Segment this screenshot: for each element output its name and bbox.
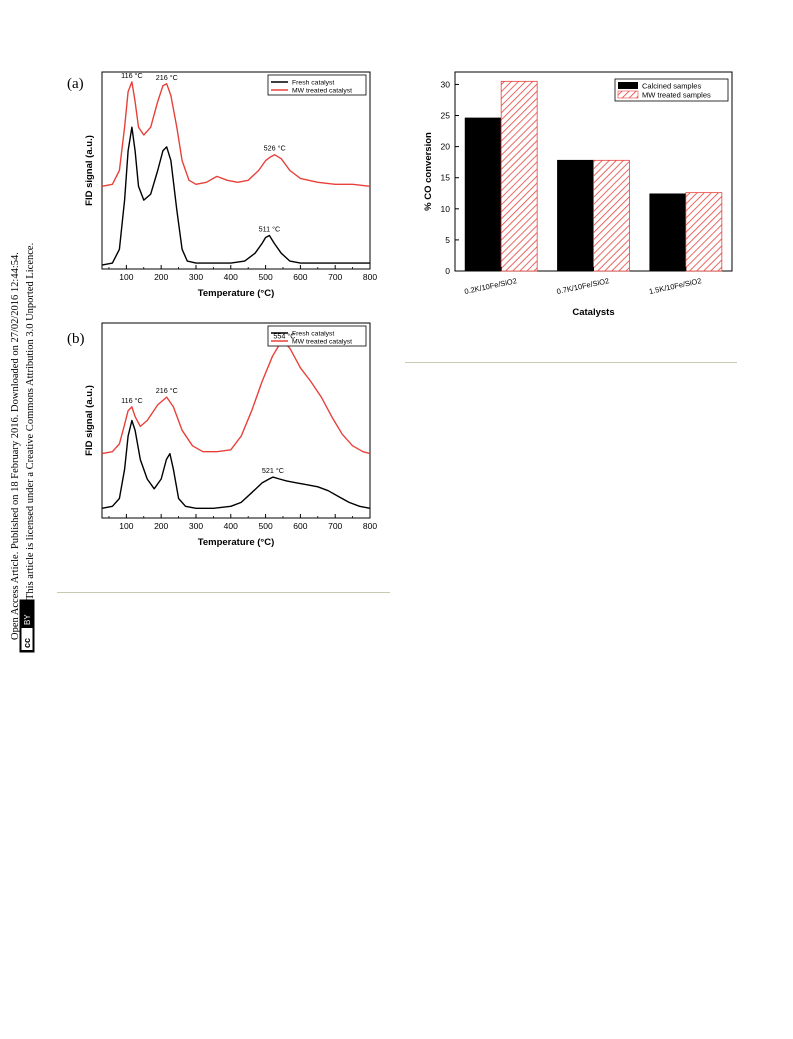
y-axis-label: FID signal (a.u.) xyxy=(84,385,95,456)
co-conversion-chart: 0 5 10 15 20 25 30 0.2K/10Fe/SiO2 0.7K/10Fe/SiO2… xyxy=(423,71,733,318)
series-line-mw xyxy=(101,341,371,455)
legend-label: MW treated catalyst xyxy=(292,88,352,95)
legend-label: Calcined samples xyxy=(642,82,701,91)
x-tick-label: 700 xyxy=(328,272,342,282)
plot-frame xyxy=(101,322,371,519)
x-tick-label: 600 xyxy=(293,521,307,531)
cc-by-badge-by: BY xyxy=(23,614,32,625)
y-tick-label: 20 xyxy=(441,142,451,152)
x-tick-label: 100 xyxy=(119,272,133,282)
x-tick-label: 600 xyxy=(293,272,307,282)
category-label: 0.7K/10Fe/SiO2 xyxy=(556,276,610,296)
x-tick-label: 400 xyxy=(224,521,238,531)
y-tick-label: 30 xyxy=(441,79,451,89)
x-tick-label: 700 xyxy=(328,521,342,531)
plot-frame xyxy=(101,71,371,270)
cc-by-badge[interactable]: BY cc xyxy=(19,599,35,653)
bar-mw-treated xyxy=(500,80,538,272)
x-axis-label: Catalysts xyxy=(572,307,614,318)
license-sidebar: Open Access Article. Published on 18 Feb… xyxy=(10,243,36,653)
peak-annotation: 526 °C xyxy=(264,144,286,153)
peak-annotation: 554 °C xyxy=(273,332,295,341)
category-label: 1.5K/10Fe/SiO2 xyxy=(648,276,702,296)
tpr-figure-a: (a) 100 200 300 400 500 600 700 800 Temperature (… xyxy=(67,71,377,299)
y-tick-label: 25 xyxy=(441,111,451,121)
category-label: 0.2K/10Fe/SiO2 xyxy=(464,276,518,296)
series-line-fresh xyxy=(101,126,370,266)
peak-annotation: 216 °C xyxy=(156,73,178,82)
y-tick-label: 0 xyxy=(445,266,450,276)
tpr-figure-b: (b) 100 200 300 400 500 600 700 800 Temperature (… xyxy=(67,322,377,548)
x-axis-label: Temperature (°C) xyxy=(198,288,274,299)
legend-box xyxy=(614,78,729,102)
license-line-1: Open Access Article. Published on 18 Feb… xyxy=(10,252,21,640)
x-tick-label: 500 xyxy=(258,521,272,531)
legend-label: Fresh catalyst xyxy=(292,80,334,87)
bar-calcined xyxy=(557,159,594,272)
peak-annotation: 511 °C xyxy=(259,225,281,234)
legend-label: Fresh catalyst xyxy=(292,331,334,338)
bar-calcined xyxy=(649,193,687,272)
figure-rule-left xyxy=(57,592,390,593)
legend-label: MW treated samples xyxy=(642,91,711,100)
x-tick-label: 200 xyxy=(154,272,168,282)
x-tick-label: 300 xyxy=(189,272,203,282)
x-tick-label: 400 xyxy=(224,272,238,282)
y-axis-label: FID signal (a.u.) xyxy=(84,135,95,206)
y-axis-label: % CO conversion xyxy=(423,132,434,211)
x-tick-label: 800 xyxy=(363,521,377,531)
bar-calcined xyxy=(464,117,502,272)
legend-box xyxy=(267,74,367,96)
legend-swatch-calcined xyxy=(618,82,638,89)
peak-annotation: 521 °C xyxy=(262,466,284,475)
x-tick-label: 500 xyxy=(258,272,272,282)
x-tick-label: 200 xyxy=(154,521,168,531)
peak-annotation: 116 °C xyxy=(121,396,143,405)
figure-rule-right xyxy=(405,362,737,363)
x-tick-label: 300 xyxy=(189,521,203,531)
series-line-mw xyxy=(101,81,371,187)
x-tick-label: 800 xyxy=(363,272,377,282)
license-line-2: This article is licensed under a Creativ… xyxy=(25,243,36,600)
series-line-fresh xyxy=(101,419,371,509)
bar-mw-treated xyxy=(593,159,630,272)
legend-box xyxy=(267,325,367,347)
peak-annotation: 116 °C xyxy=(121,71,143,80)
x-tick-label: 100 xyxy=(119,521,133,531)
bar-mw-treated xyxy=(685,192,723,272)
peak-annotation: 216 °C xyxy=(156,386,178,395)
panel-label: (a) xyxy=(67,76,84,92)
y-tick-label: 10 xyxy=(441,204,451,214)
y-tick-label: 5 xyxy=(445,235,450,245)
x-axis-label: Temperature (°C) xyxy=(198,537,274,548)
legend-label: MW treated catalyst xyxy=(292,339,352,346)
legend-swatch-mw xyxy=(617,90,639,99)
panel-label: (b) xyxy=(67,331,85,347)
cc-by-badge-cc: cc xyxy=(22,638,32,648)
y-tick-label: 15 xyxy=(441,173,451,183)
